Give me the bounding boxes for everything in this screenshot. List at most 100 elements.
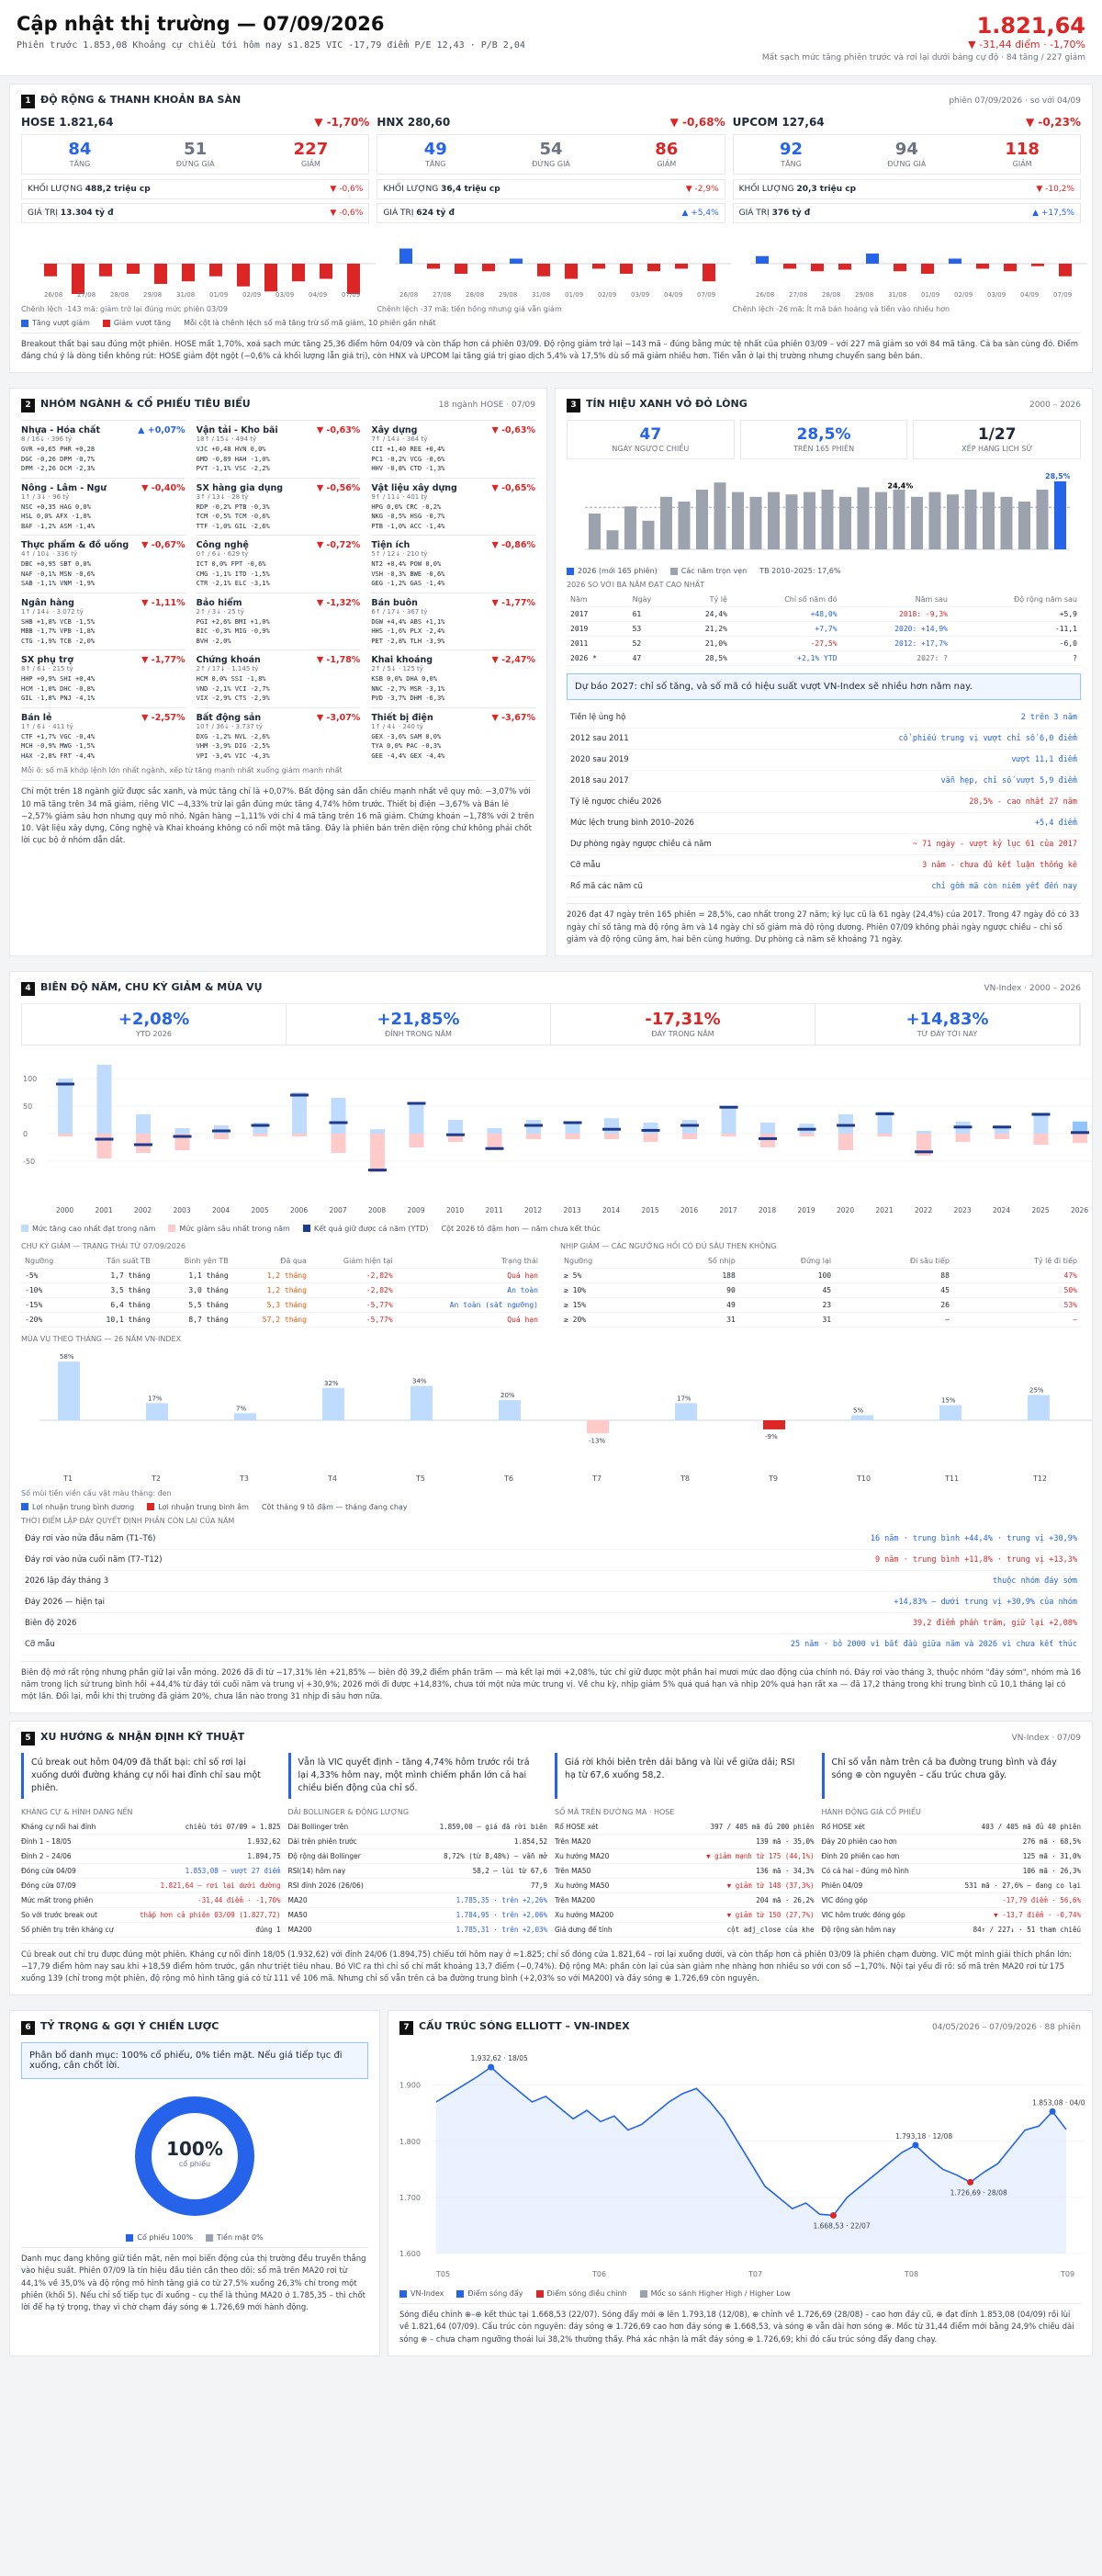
detail-label: Cỡ mẫu bbox=[25, 1639, 55, 1649]
divergence-bar bbox=[821, 490, 834, 550]
kpi-label: TRÊN 165 PHIÊN bbox=[793, 445, 855, 454]
sector-row: PC1 -0,2% VCG -0,6% bbox=[371, 455, 445, 463]
breadth-bar bbox=[399, 248, 413, 264]
year-low-bar bbox=[214, 1133, 229, 1139]
sector-stats: 8 / 16↓ · 396 tỷ bbox=[21, 435, 73, 444]
s2-title: NHÓM NGÀNH & CỔ PHIẾU TIÊU BIỂU bbox=[40, 398, 251, 411]
sector-row: TYA 0,0% PAC -0,3% bbox=[371, 742, 442, 751]
sector-change: ▼ -1,77% bbox=[141, 655, 186, 666]
year-ytd-mark bbox=[953, 1125, 973, 1129]
wave-label: 1.932,62 · 18/05 bbox=[471, 2054, 528, 2062]
s3-title: TÍN HIỆU XANH VỎ ĐỎ LÒNG bbox=[586, 398, 748, 411]
market-caption: Chênh lệch -37 mã: tiền hồng nhưng giá v… bbox=[377, 305, 562, 313]
sector-name: Công nghệ bbox=[196, 540, 249, 551]
sector-name: SX hàng gia dụng bbox=[196, 482, 284, 493]
legend-item: Điểm sóng điều chỉnh bbox=[535, 2289, 627, 2298]
count-down: 86 bbox=[655, 140, 679, 159]
breadth-bar bbox=[127, 264, 140, 274]
divergence-bar bbox=[589, 514, 601, 550]
year-high-bar bbox=[370, 1129, 385, 1134]
breadth-bars: 26/08 27/08 28/08 29/08 31/08 01/09 02/09 03/09… bbox=[39, 263, 376, 299]
detail-label: Dự phòng ngày ngược chiều cả năm bbox=[570, 840, 712, 850]
table-cell: 1,2 tháng bbox=[231, 1268, 310, 1283]
table-row: 2011 52 21,0% -27,5% 2012: +17,7% -6,0 bbox=[567, 636, 1081, 652]
month-label: T1 bbox=[62, 1474, 73, 1483]
breadth-bar bbox=[1003, 264, 1017, 272]
s6-title: TỶ TRỌNG & GỢI Ý CHIẾN LƯỢC bbox=[40, 2020, 219, 2033]
tech-label: Đỉnh 2 – 24/06 bbox=[21, 1851, 72, 1860]
sector-row: KSB 0,0% DHA 0,0% bbox=[371, 675, 437, 684]
year-label: 2003 bbox=[174, 1206, 191, 1215]
table-cell: ≥ 10% bbox=[560, 1282, 651, 1298]
year-high-bar bbox=[721, 1105, 737, 1134]
sector-stats: 7↑ / 14↓ · 364 tỷ bbox=[371, 435, 428, 444]
table-cell: 1,1 tháng bbox=[153, 1268, 232, 1283]
sector-row: HHS -1,6% PLX -2,4% bbox=[371, 627, 445, 636]
table-cell: 26 bbox=[835, 1297, 953, 1313]
year-high-bar bbox=[604, 1118, 619, 1134]
table-cell: -27,5% bbox=[730, 636, 841, 652]
sector-row: HHP +0,9% SHI +0,4% bbox=[21, 675, 96, 684]
s4-m-cap: MÙA VỤ THEO THÁNG — 26 NĂM VN-INDEX bbox=[21, 1334, 182, 1343]
legend-item: Lợi nhuận trung bình âm bbox=[147, 1503, 249, 1511]
year-ytd-mark bbox=[173, 1135, 192, 1138]
year-label: 2005 bbox=[252, 1206, 269, 1215]
divergence-bar bbox=[732, 491, 744, 550]
sector-card: Khai khoáng ▼ -2,47% 2↑ / 5↓ · 125 tỷ KSB 0… bbox=[371, 650, 535, 707]
year-low-bar bbox=[916, 1133, 931, 1156]
index-line bbox=[435, 2066, 1067, 2217]
table-cell: 2011 bbox=[567, 636, 629, 652]
sector-row: DXG -1,2% NVL -2,6% bbox=[196, 732, 270, 740]
x-tick: 31/08 bbox=[532, 291, 550, 299]
breadth-bars: 26/08 27/08 28/08 29/08 31/08 01/09 02/09 03/09… bbox=[750, 254, 1087, 299]
volume-change: ▼ -10,2% bbox=[1036, 185, 1074, 194]
count-flat: 94 bbox=[894, 140, 918, 159]
s2-note: Chỉ một trên 18 ngành giữ được sắc xanh,… bbox=[21, 780, 535, 847]
tech-label: Đỉnh 20 phiên cao hơn bbox=[821, 1851, 900, 1860]
sector-row: BAF -1,2% ASM -1,4% bbox=[21, 522, 96, 530]
year-high-bar bbox=[1033, 1113, 1049, 1134]
sector-row: HHV -0,8% CTD -1,3% bbox=[371, 465, 445, 473]
year-label: 2016 bbox=[680, 1206, 698, 1215]
section-sectors: 2 NHÓM NGÀNH & CỔ PHIẾU TIÊU BIỂU 18 ngành… bbox=[9, 388, 547, 956]
market-name: UPCOM bbox=[732, 116, 779, 129]
table-cell: 100 bbox=[738, 1268, 836, 1283]
month-label: T11 bbox=[944, 1474, 959, 1483]
month-label: T3 bbox=[239, 1474, 249, 1483]
sector-row: VIX -2,9% CTS -2,9% bbox=[196, 695, 270, 703]
sector-row: PET -2,8% TLH -3,9% bbox=[371, 637, 445, 645]
kpi-value: +2,08% bbox=[118, 1009, 190, 1029]
tech-value: 84↑ / 227↓ · 51 tham chiếu bbox=[973, 1925, 1081, 1934]
detail-value: thuộc nhóm đáy sớm bbox=[992, 1576, 1077, 1586]
sector-change: ▲ +0,07% bbox=[138, 425, 186, 436]
divergence-bar bbox=[696, 490, 708, 550]
last-label: 28,5% bbox=[1045, 472, 1070, 480]
section-divergence: 3 TÍN HIỆU XANH VỎ ĐỎ LÒNG 2000 – 2026 47 N… bbox=[555, 388, 1093, 956]
table-cell: -5,77% bbox=[309, 1312, 397, 1328]
tech-value: cột adj_close của khe bbox=[726, 1925, 815, 1934]
legend-note: Mỗi cột là chênh lệch số mã tăng trừ số … bbox=[184, 319, 436, 327]
sector-card: Nông - Lâm - Ngư ▼ -0,40% 1↑ / 3↓ · 96 tỷ N… bbox=[21, 477, 186, 536]
breadth-bar bbox=[209, 264, 222, 277]
column-title: HÀNH ĐỘNG GIÁ CỔ PHIẾU bbox=[821, 1807, 921, 1816]
section-elliott: 7 CẤU TRÚC SÓNG ELLIOTT – VN-INDEX 04/05/2… bbox=[388, 2010, 1093, 2356]
x-tick: 01/09 bbox=[209, 291, 228, 299]
x-tick: 02/09 bbox=[954, 291, 973, 299]
x-tick: 29/08 bbox=[499, 291, 517, 299]
tech-value: 276 mã · 68,5% bbox=[1022, 1836, 1081, 1846]
table-cell: 188 bbox=[650, 1268, 739, 1283]
breadth-bar bbox=[510, 258, 523, 264]
sector-change: ▼ -0,72% bbox=[316, 540, 361, 551]
year-label: 2024 bbox=[993, 1206, 1010, 1215]
divergence-bar bbox=[911, 497, 923, 550]
sector-row: PTB -1,0% ACC -1,4% bbox=[371, 522, 445, 530]
x-tick: 07/09 bbox=[697, 291, 715, 299]
year-label: 2021 bbox=[876, 1206, 894, 1215]
sector-card: Công nghệ ▼ -0,72% 0↑ / 6↓ · 629 tỷ ICT 0,0… bbox=[196, 535, 361, 593]
year-label: 2019 bbox=[798, 1206, 815, 1215]
month-label: T8 bbox=[680, 1474, 690, 1483]
table-cell: An toàn (sắt ngưỡng) bbox=[396, 1297, 542, 1313]
sector-stats: 1↑ / 4↓ · 240 tỷ bbox=[371, 722, 423, 730]
kpi-value: +14,83% bbox=[905, 1009, 989, 1029]
detail-value: +14,83% — dưới trung vị +30,9% của nhóm bbox=[894, 1597, 1077, 1607]
